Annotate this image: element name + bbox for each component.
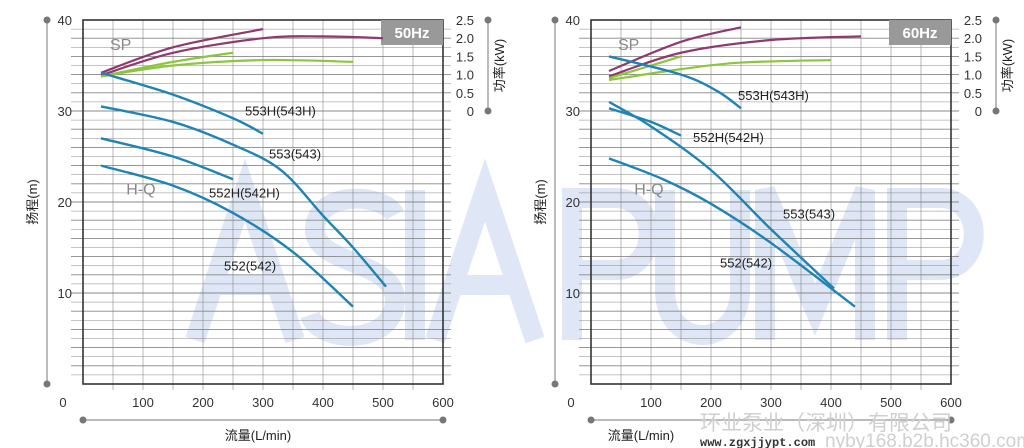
y-axis-title: 扬程(m) — [533, 179, 548, 225]
curve-label: 553H(543H) — [245, 104, 316, 119]
power-curve — [100, 58, 354, 78]
curve-label: 553(543) — [783, 206, 835, 221]
y-tick-label: 30 — [58, 104, 72, 119]
head-curve — [100, 71, 264, 135]
y2-axis-title: 功率(kW) — [492, 39, 507, 92]
axis-dot — [43, 16, 51, 24]
watermark-letter — [300, 188, 406, 346]
x-tick-label: 600 — [940, 395, 962, 410]
y-tick-label: 20 — [58, 195, 72, 210]
y2-axis-title: 功率(kW) — [1000, 39, 1015, 92]
head-curve — [608, 100, 835, 290]
head-curve — [100, 105, 387, 288]
curve-label: 553H(543H) — [738, 88, 809, 103]
sp-group-label: SP — [618, 37, 639, 54]
freq-badge — [889, 20, 951, 45]
x-tick-label: 400 — [820, 395, 842, 410]
sp-group-label: SP — [110, 37, 131, 54]
axis-dot — [992, 107, 1000, 115]
y2-tick-label: 1.5 — [456, 49, 474, 64]
power-curve — [100, 35, 384, 77]
y2-tick-label: 2.0 — [456, 31, 474, 46]
y2-tick-label: 0 — [975, 104, 982, 119]
power-curve — [608, 26, 742, 72]
axis-dot — [484, 16, 492, 24]
watermark-letter — [425, 158, 545, 344]
x-tick-label: 300 — [252, 395, 274, 410]
x-tick-label: 600 — [432, 395, 454, 410]
freq-label: 60Hz — [902, 25, 937, 42]
y-tick-label: 40 — [566, 13, 580, 28]
x-tick-label: 200 — [192, 395, 214, 410]
curve-label: 552H(542H) — [209, 185, 280, 200]
y2-tick-label: 2.5 — [964, 13, 982, 28]
freq-badge — [381, 20, 443, 45]
head-curve — [100, 137, 234, 181]
x-tick-label: 500 — [880, 395, 902, 410]
plot-frame — [590, 19, 952, 385]
y-tick-label: 20 — [566, 195, 580, 210]
x-tick-label: 500 — [372, 395, 394, 410]
y2-tick-label: 1.5 — [964, 49, 982, 64]
footer-url-2: nyby168.b2b.hc360.com — [825, 431, 1024, 448]
x-tick-label: 0 — [567, 395, 574, 410]
y2-tick-label: 1.0 — [964, 68, 982, 83]
axis-dot — [551, 16, 559, 24]
y2-tick-label: 2.0 — [964, 31, 982, 46]
x-tick-label: 0 — [59, 395, 66, 410]
head-curve — [608, 107, 682, 137]
axis-dot — [43, 380, 51, 388]
curve-label: 552(542) — [224, 258, 276, 273]
axis-dot — [992, 16, 1000, 24]
y2-tick-label: 0.5 — [456, 86, 474, 101]
x-axis-title: 流量(L/min) — [608, 428, 674, 443]
y-axis-title: 扬程(m) — [25, 179, 40, 225]
y-tick-label: 30 — [566, 104, 580, 119]
y-tick-label: 40 — [58, 13, 72, 28]
y-tick-label: 10 — [566, 286, 580, 301]
watermark-letter — [562, 188, 659, 340]
watermark-letter — [185, 158, 305, 344]
axis-dot — [947, 416, 955, 424]
hq-group-label: H-Q — [126, 182, 155, 199]
axis-dot — [439, 416, 447, 424]
curve-label: 553(543) — [269, 146, 321, 161]
footer-url-1: www.zgxjjypt.com — [700, 436, 815, 448]
power-curve — [100, 28, 264, 74]
x-tick-label: 400 — [312, 395, 334, 410]
x-tick-label: 100 — [640, 395, 662, 410]
footer-company: 环业泵业（深圳）有限公司 — [700, 412, 952, 435]
x-tick-label: 100 — [132, 395, 154, 410]
y2-tick-label: 0.5 — [964, 86, 982, 101]
axis-dot — [79, 416, 87, 424]
y2-tick-label: 0 — [467, 104, 474, 119]
head-curve — [608, 157, 856, 308]
axis-dot — [484, 107, 492, 115]
x-tick-label: 200 — [700, 395, 722, 410]
power-curve — [608, 58, 832, 82]
plot-frame — [82, 19, 444, 385]
curve-label: 552(542) — [720, 256, 772, 271]
hq-group-label: H-Q — [634, 182, 663, 199]
x-tick-label: 300 — [760, 395, 782, 410]
axis-dot — [551, 380, 559, 388]
freq-label: 50Hz — [394, 25, 429, 42]
y2-tick-label: 2.5 — [456, 13, 474, 28]
x-axis-title: 流量(L/min) — [225, 428, 291, 443]
y2-tick-label: 1.0 — [456, 68, 474, 83]
head-curve — [100, 164, 354, 308]
y-tick-label: 10 — [58, 286, 72, 301]
watermark-letter — [887, 188, 984, 340]
head-curve — [608, 55, 742, 110]
watermark-asia-pump — [185, 158, 984, 346]
axis-dot — [587, 416, 595, 424]
curve-label: 552H(542H) — [693, 130, 764, 145]
